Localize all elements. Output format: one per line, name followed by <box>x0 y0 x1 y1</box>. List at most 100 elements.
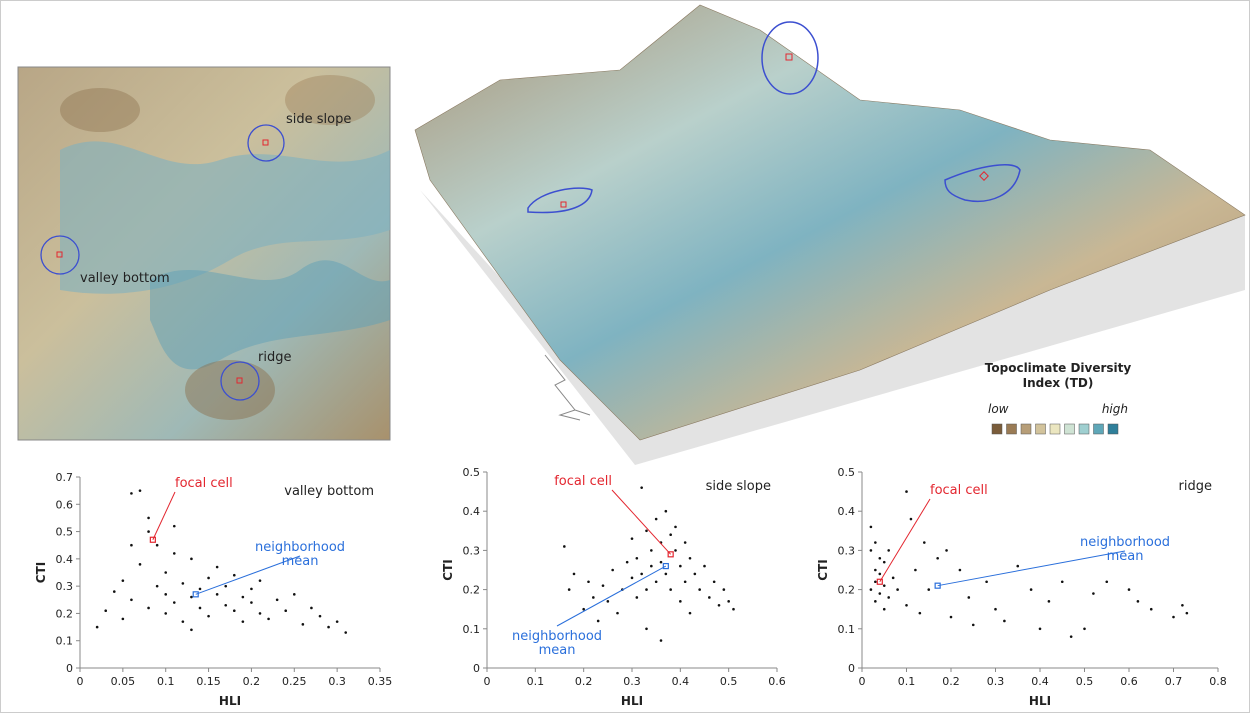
point <box>887 596 890 599</box>
point <box>284 609 288 612</box>
legend-swatch <box>1093 423 1104 435</box>
point <box>712 580 716 584</box>
point <box>121 617 125 621</box>
point <box>130 492 133 495</box>
map-label: valley bottom <box>80 271 170 286</box>
chart: 0 0.1 0.2 0.3 0.4 0.5 0.6 0.7 0.8 0 0.1 0.2 0.3 0.4 0.… <box>816 466 1227 708</box>
annotation-arrow <box>152 491 176 540</box>
point <box>971 623 975 627</box>
point <box>654 517 658 521</box>
point <box>936 556 939 560</box>
annotation-label: focal cell <box>930 483 988 498</box>
x-tick-label: 0.3 <box>623 675 641 688</box>
y-axis-label: CTI <box>34 562 48 583</box>
point <box>241 620 245 623</box>
y-tick-label: 0.3 <box>838 544 856 557</box>
legend-title: Index (TD) <box>1023 376 1094 390</box>
point <box>327 625 330 629</box>
point <box>611 568 614 572</box>
point <box>650 549 653 552</box>
point <box>722 588 726 591</box>
annotation-arrow <box>195 555 301 595</box>
point <box>1038 627 1042 631</box>
point <box>172 552 176 555</box>
point <box>905 603 908 607</box>
point <box>172 524 176 528</box>
point <box>698 588 701 591</box>
point <box>215 565 219 569</box>
x-tick-label: 0 <box>859 675 866 688</box>
y-axis-label: CTI <box>441 559 455 580</box>
point <box>949 615 953 619</box>
point <box>732 607 735 611</box>
point <box>645 529 648 533</box>
annotation-label: focal cell <box>554 474 612 489</box>
y-tick-label: 0.4 <box>838 505 856 518</box>
point <box>869 525 873 529</box>
point <box>727 600 730 603</box>
chart: 0 0.1 0.2 0.3 0.4 0.5 0.6 0 0.1 0.2 0.3 0.4 0.5 HLI CT… <box>441 466 786 708</box>
point <box>882 560 886 564</box>
point <box>232 609 236 612</box>
point <box>669 533 672 537</box>
x-tick-label: 0.6 <box>768 675 786 688</box>
point <box>215 593 219 596</box>
point <box>587 580 590 584</box>
point <box>645 588 648 591</box>
x-tick-label: 0.1 <box>527 675 545 688</box>
legend-swatch <box>1078 423 1090 435</box>
annotation-label: neighborhood <box>1080 535 1170 550</box>
point <box>301 623 305 626</box>
y-tick-label: 0.1 <box>56 635 74 648</box>
point <box>630 576 634 580</box>
point <box>994 607 997 611</box>
y-tick-label: 0.4 <box>463 505 481 518</box>
point <box>914 568 917 572</box>
point <box>664 572 668 576</box>
point <box>606 600 610 603</box>
point <box>674 549 677 552</box>
point <box>335 620 339 623</box>
y-tick-label: 0.7 <box>56 471 74 484</box>
point <box>147 530 150 533</box>
annotation-arrow <box>556 565 667 627</box>
point <box>130 598 133 602</box>
point <box>224 584 228 588</box>
point <box>905 490 908 493</box>
point <box>918 611 922 615</box>
y-tick-label: 0 <box>848 662 855 675</box>
point <box>1172 615 1175 619</box>
point <box>703 564 706 568</box>
x-tick-label: 0.3 <box>987 675 1005 688</box>
point <box>112 590 116 593</box>
y-tick-label: 0.5 <box>838 466 856 479</box>
point <box>1149 607 1153 611</box>
point <box>1047 600 1051 603</box>
point <box>121 579 125 582</box>
point <box>674 525 677 529</box>
point <box>275 598 279 602</box>
point <box>147 516 150 520</box>
point <box>891 576 895 580</box>
focal-cell <box>149 536 156 543</box>
annotation-arrow <box>879 498 931 583</box>
y-tick-label: 0 <box>473 662 480 675</box>
y-tick-label: 0.4 <box>56 553 74 566</box>
point <box>874 568 877 572</box>
point <box>1092 592 1095 595</box>
y-tick-label: 0.3 <box>56 580 74 593</box>
point <box>967 596 971 599</box>
point <box>878 592 882 595</box>
legend-swatch <box>991 423 1003 435</box>
point <box>181 582 185 585</box>
x-axis-label: HLI <box>1029 694 1051 708</box>
point <box>878 572 882 576</box>
legend-high: high <box>1102 402 1128 416</box>
y-tick-label: 0.2 <box>56 607 74 620</box>
y-tick-label: 0.1 <box>838 623 856 636</box>
point <box>717 603 721 607</box>
point <box>882 584 886 587</box>
point <box>659 560 663 564</box>
y-tick-label: 0.6 <box>56 498 74 511</box>
y-tick-label: 0.3 <box>463 544 481 557</box>
